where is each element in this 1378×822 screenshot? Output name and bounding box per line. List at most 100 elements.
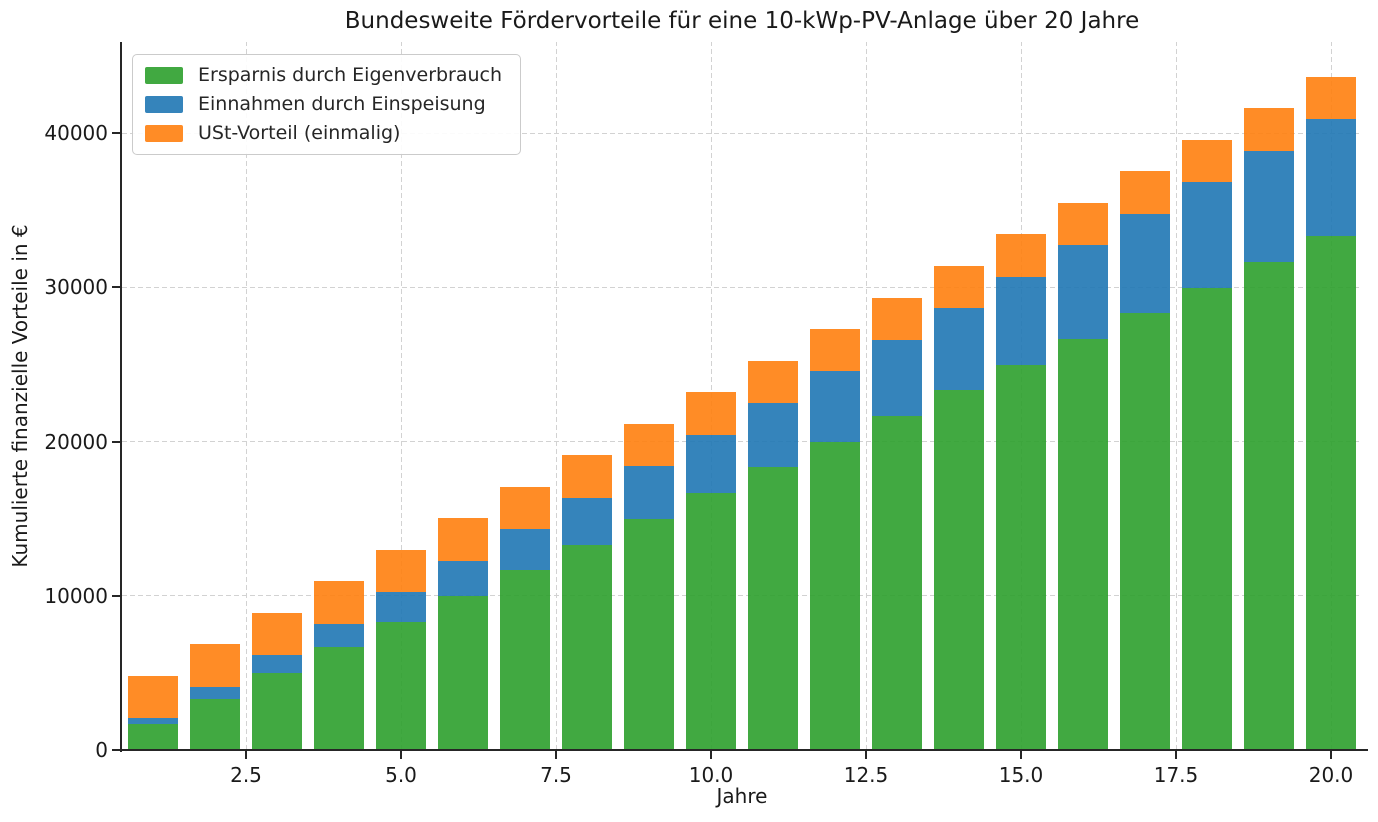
gridline-x-12.5 xyxy=(865,42,867,750)
bar-year-10-eigenverbrauch xyxy=(686,493,736,750)
gridline-y-30000 xyxy=(122,286,1362,288)
x-tick-label-7.5: 7.5 xyxy=(540,763,572,787)
bar-year-9-ust-vorteil xyxy=(624,423,674,467)
gridline-x-5 xyxy=(400,42,402,750)
legend-swatch-eigenverbrauch-icon xyxy=(145,67,183,84)
bar-year-19-einspeisung xyxy=(1244,150,1294,263)
bar-year-16-ust-vorteil xyxy=(1058,202,1108,246)
bar-year-2-eigenverbrauch xyxy=(190,698,240,750)
bar-year-16-eigenverbrauch xyxy=(1058,339,1108,750)
gridline-y-20000 xyxy=(122,441,1362,442)
bar-year-15-eigenverbrauch xyxy=(996,364,1046,750)
bar-year-9-eigenverbrauch xyxy=(624,518,674,750)
bar-year-20-einspeisung xyxy=(1306,119,1356,237)
x-tick-label-10: 10.0 xyxy=(688,763,734,787)
bar-year-13-einspeisung xyxy=(872,339,922,417)
bar-year-4-einspeisung xyxy=(314,623,364,648)
y-tick-label-10000: 10000 xyxy=(44,583,108,608)
gridline-x-17.5 xyxy=(1175,42,1177,750)
y-axis-spine xyxy=(120,42,122,752)
x-tick-label-12.5: 12.5 xyxy=(843,763,889,787)
bar-year-6-einspeisung xyxy=(438,560,488,596)
legend: Ersparnis durch Eigenverbrauch Einnahmen… xyxy=(132,54,522,155)
bar-year-14-ust-vorteil xyxy=(934,265,984,309)
legend-item-einspeisung: Einnahmen durch Einspeisung xyxy=(145,95,502,114)
bar-year-9-einspeisung xyxy=(624,466,674,519)
bar-year-1-einspeisung xyxy=(128,718,178,725)
legend-swatch-einspeisung-icon xyxy=(145,96,183,113)
chart-title: Bundesweite Fördervorteile für eine 10-k… xyxy=(344,8,1140,34)
x-tick-mark-20 xyxy=(1330,751,1332,759)
bar-year-7-einspeisung xyxy=(500,529,550,571)
x-tick-mark-17.5 xyxy=(1175,751,1177,759)
bar-year-11-ust-vorteil xyxy=(748,360,798,403)
bar-year-1-ust-vorteil xyxy=(128,676,178,719)
bar-year-19-ust-vorteil xyxy=(1244,108,1294,151)
x-tick-mark-7.5 xyxy=(555,751,557,759)
y-tick-mark-0 xyxy=(112,749,120,751)
bar-year-16-einspeisung xyxy=(1058,245,1108,340)
bar-year-10-einspeisung xyxy=(686,434,736,494)
bar-year-6-eigenverbrauch xyxy=(438,595,488,750)
bar-year-2-einspeisung xyxy=(190,686,240,699)
legend-swatch-ust-vorteil-icon xyxy=(145,125,183,142)
bar-year-12-einspeisung xyxy=(810,371,860,442)
bar-year-5-ust-vorteil xyxy=(376,549,426,593)
bar-year-15-einspeisung xyxy=(996,276,1046,365)
bar-year-5-einspeisung xyxy=(376,592,426,622)
legend-label-eigenverbrauch: Ersparnis durch Eigenverbrauch xyxy=(198,64,503,86)
bar-year-18-ust-vorteil xyxy=(1182,139,1232,183)
bar-year-13-ust-vorteil xyxy=(872,297,922,340)
bar-year-3-ust-vorteil xyxy=(252,612,302,656)
bar-year-14-eigenverbrauch xyxy=(934,390,984,750)
bar-year-18-eigenverbrauch xyxy=(1182,287,1232,750)
x-tick-label-20: 20.0 xyxy=(1308,763,1354,787)
y-tick-mark-40000 xyxy=(112,132,120,134)
y-tick-label-0: 0 xyxy=(95,738,108,762)
legend-label-einspeisung: Einnahmen durch Einspeisung xyxy=(198,93,486,115)
bar-year-11-eigenverbrauch xyxy=(748,467,798,750)
bar-year-4-eigenverbrauch xyxy=(314,647,364,750)
bar-year-7-eigenverbrauch xyxy=(500,570,550,750)
bar-year-19-eigenverbrauch xyxy=(1244,262,1294,750)
bar-year-12-eigenverbrauch xyxy=(810,441,860,750)
y-tick-mark-20000 xyxy=(112,440,120,443)
bar-year-11-einspeisung xyxy=(748,403,798,468)
bar-year-10-ust-vorteil xyxy=(686,392,736,435)
x-tick-label-2.5: 2.5 xyxy=(230,763,262,787)
bar-year-17-ust-vorteil xyxy=(1120,171,1170,214)
x-tick-label-17.5: 17.5 xyxy=(1153,763,1199,787)
bar-year-4-ust-vorteil xyxy=(314,581,364,624)
bar-year-18-einspeisung xyxy=(1182,182,1232,288)
gridline-x-7.5 xyxy=(555,42,557,750)
bar-year-8-eigenverbrauch xyxy=(562,544,612,750)
bar-year-20-eigenverbrauch xyxy=(1306,236,1356,750)
bar-year-17-eigenverbrauch xyxy=(1120,313,1170,750)
legend-label-ust-vorteil: USt-Vorteil (einmalig) xyxy=(198,122,401,144)
legend-item-eigenverbrauch: Ersparnis durch Eigenverbrauch xyxy=(145,66,502,85)
gridline-x-2.5 xyxy=(245,42,247,750)
y-tick-mark-10000 xyxy=(112,594,120,597)
x-tick-label-5: 5.0 xyxy=(385,763,417,787)
x-tick-mark-15 xyxy=(1020,751,1022,759)
y-tick-mark-30000 xyxy=(112,286,120,289)
bar-year-13-eigenverbrauch xyxy=(872,416,922,750)
y-tick-label-20000: 20000 xyxy=(44,429,108,454)
bar-year-7-ust-vorteil xyxy=(500,486,550,530)
bar-year-8-einspeisung xyxy=(562,497,612,545)
bar-year-12-ust-vorteil xyxy=(810,329,860,372)
x-axis-spine xyxy=(120,749,1368,751)
bar-year-20-ust-vorteil xyxy=(1306,76,1356,120)
x-tick-mark-5 xyxy=(400,751,402,759)
bar-year-1-eigenverbrauch xyxy=(128,724,178,750)
bar-year-8-ust-vorteil xyxy=(562,455,612,498)
bar-year-2-ust-vorteil xyxy=(190,644,240,687)
x-tick-label-15: 15.0 xyxy=(998,763,1044,787)
y-tick-label-40000: 40000 xyxy=(44,121,108,145)
gridline-y-40000 xyxy=(122,132,1362,134)
gridline-y-10000 xyxy=(122,595,1362,597)
bar-year-15-ust-vorteil xyxy=(996,234,1046,277)
x-tick-mark-2.5 xyxy=(245,751,247,759)
